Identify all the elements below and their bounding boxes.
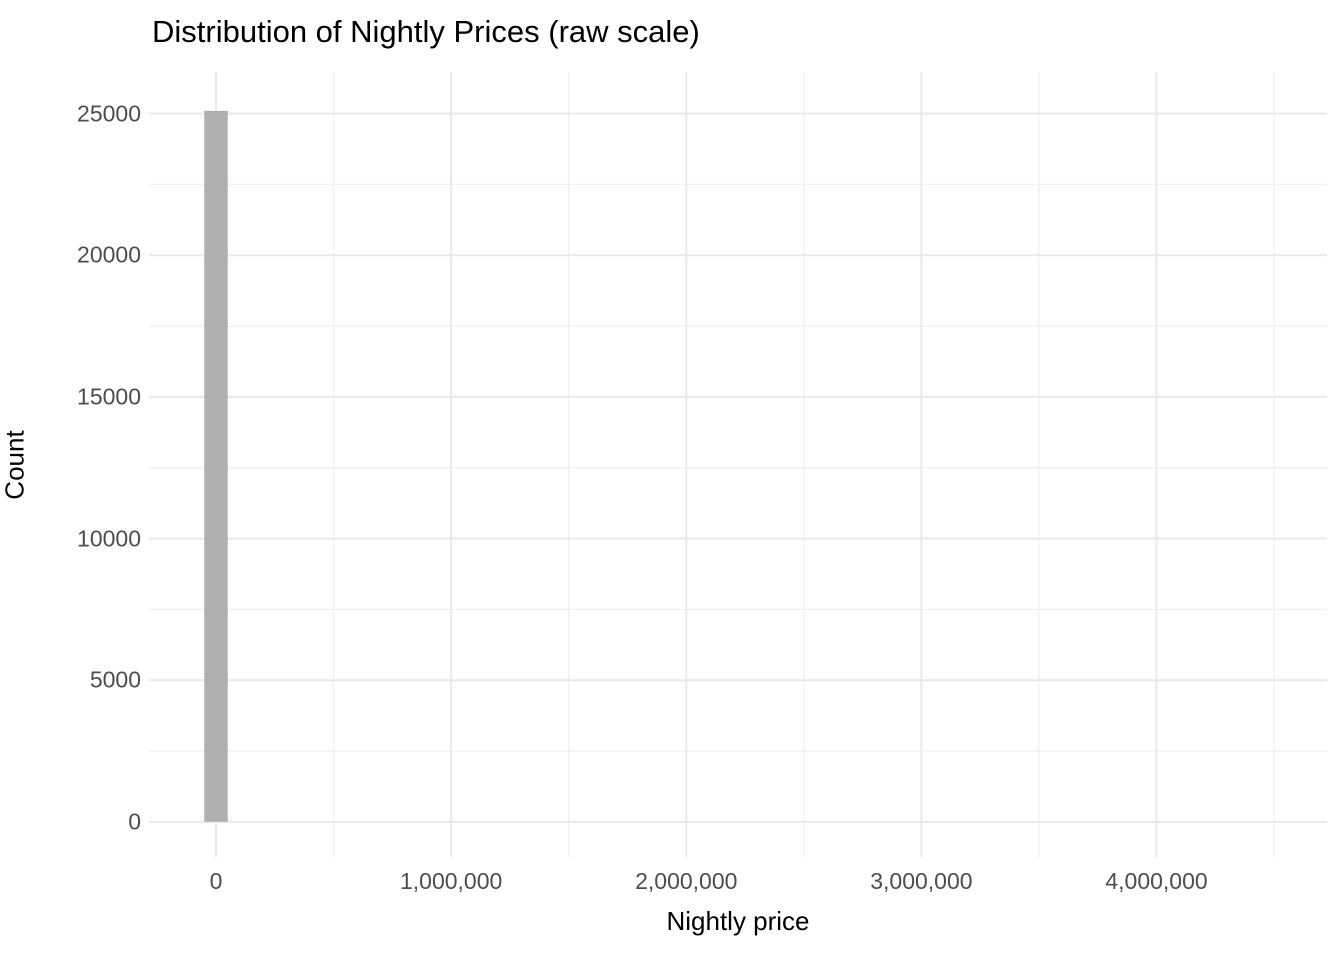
- x-tick-label: 4,000,000: [1105, 868, 1208, 894]
- y-tick-label: 20000: [77, 241, 141, 268]
- chart-title: Distribution of Nightly Prices (raw scal…: [152, 14, 700, 49]
- x-tick-label: 2,000,000: [635, 868, 738, 894]
- y-axis-title: Count: [0, 430, 30, 500]
- y-tick-label: 0: [128, 808, 141, 835]
- x-tick-label: 3,000,000: [870, 868, 973, 894]
- y-tick-label: 25000: [77, 100, 141, 127]
- y-tick-label: 5000: [89, 666, 141, 693]
- x-axis-title: Nightly price: [666, 906, 810, 936]
- y-tick-label: 10000: [77, 525, 141, 552]
- x-tick-label: 0: [209, 868, 223, 894]
- y-tick-label: 15000: [77, 383, 141, 410]
- histogram-bar: [204, 110, 228, 822]
- x-tick-label: 1,000,000: [399, 868, 503, 894]
